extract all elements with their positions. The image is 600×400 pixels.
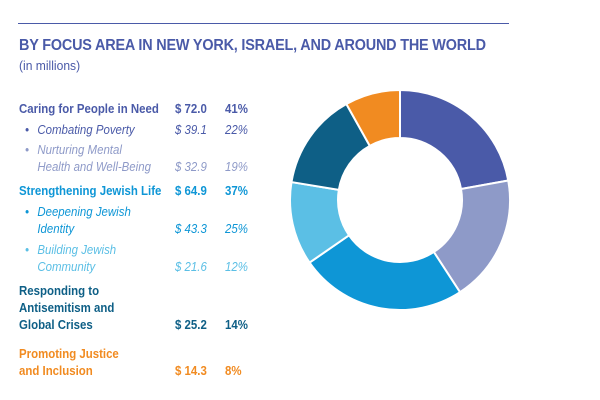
subcategory-label: • Combating Poverty bbox=[25, 121, 135, 138]
donut-slice bbox=[308, 233, 462, 311]
amount-value: $ 72.0 bbox=[175, 101, 207, 116]
label-line: Combating Poverty bbox=[37, 122, 135, 137]
category-label: Responding to Antisemitism and Global Cris… bbox=[19, 282, 114, 333]
top-rule bbox=[18, 23, 509, 24]
donut-slice bbox=[345, 88, 401, 148]
percent-value: 8% bbox=[225, 363, 242, 378]
amount-value: $ 43.3 bbox=[175, 221, 207, 236]
label-line: Responding to bbox=[19, 283, 100, 298]
bullet-icon: • bbox=[25, 142, 30, 157]
amount-value: $ 39.1 bbox=[175, 122, 207, 137]
label-line: Global Crises bbox=[19, 317, 93, 332]
category-label: Promoting Justice and Inclusion bbox=[19, 345, 119, 379]
percent-value: 14% bbox=[225, 317, 248, 332]
donut-slice bbox=[399, 88, 510, 191]
percent-value: 12% bbox=[225, 259, 248, 274]
subcategory-label: • Nurturing Mental Health and Well-Being bbox=[25, 141, 151, 175]
chart-title: BY FOCUS AREA IN NEW YORK, ISRAEL, AND A… bbox=[19, 37, 486, 54]
category-label: Strengthening Jewish Life bbox=[19, 182, 161, 199]
chart-subtitle: (in millions) bbox=[19, 58, 81, 73]
bullet-icon: • bbox=[25, 242, 30, 257]
amount-value: $ 14.3 bbox=[175, 363, 207, 378]
label-line: Promoting Justice bbox=[19, 346, 119, 361]
label-line: Identity bbox=[37, 221, 75, 236]
label-line: and Inclusion bbox=[19, 363, 93, 378]
bullet-icon: • bbox=[25, 204, 30, 219]
label-line: Health and Well-Being bbox=[37, 159, 151, 174]
amount-value: $ 32.9 bbox=[175, 159, 207, 174]
amount-value: $ 64.9 bbox=[175, 183, 207, 198]
label-line: Strengthening Jewish Life bbox=[19, 183, 162, 198]
label-line: Antisemitism and bbox=[19, 300, 115, 315]
percent-value: 22% bbox=[225, 122, 248, 137]
percent-value: 41% bbox=[225, 101, 248, 116]
percent-value: 25% bbox=[225, 221, 248, 236]
donut-chart bbox=[289, 88, 511, 311]
percent-value: 19% bbox=[225, 159, 248, 174]
label-line: Community bbox=[37, 259, 96, 274]
label-line: Nurturing Mental bbox=[37, 142, 122, 157]
amount-value: $ 25.2 bbox=[175, 317, 207, 332]
amount-value: $ 21.6 bbox=[175, 259, 207, 274]
label-line: Caring for People in Need bbox=[19, 101, 159, 116]
label-line: Deepening Jewish bbox=[37, 204, 131, 219]
bullet-icon: • bbox=[25, 122, 30, 137]
subcategory-label: • Deepening Jewish Identity bbox=[25, 203, 131, 237]
percent-value: 37% bbox=[225, 183, 248, 198]
category-label: Caring for People in Need bbox=[19, 100, 159, 117]
subcategory-label: • Building Jewish Community bbox=[25, 241, 116, 275]
label-line: Building Jewish bbox=[37, 242, 117, 257]
